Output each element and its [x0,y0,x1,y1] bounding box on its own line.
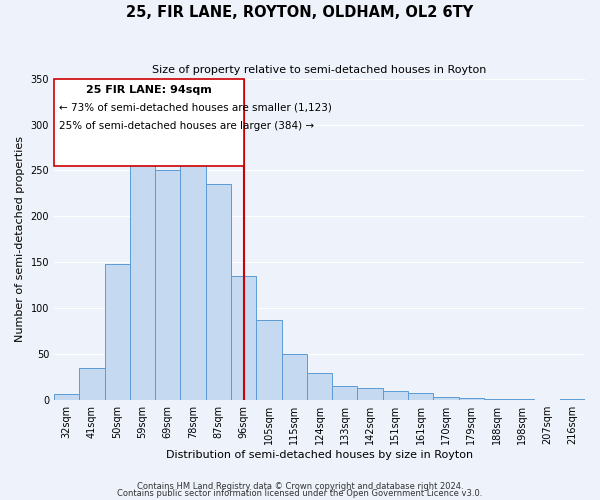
Bar [206,184,231,400]
Bar [104,264,130,400]
Text: 25% of semi-detached houses are larger (384) →: 25% of semi-detached houses are larger (… [59,122,314,132]
Bar [332,386,358,400]
Text: Contains HM Land Registry data © Crown copyright and database right 2024.: Contains HM Land Registry data © Crown c… [137,482,463,491]
X-axis label: Distribution of semi-detached houses by size in Royton: Distribution of semi-detached houses by … [166,450,473,460]
Text: 25, FIR LANE, ROYTON, OLDHAM, OL2 6TY: 25, FIR LANE, ROYTON, OLDHAM, OL2 6TY [127,5,473,20]
Text: Contains public sector information licensed under the Open Government Licence v3: Contains public sector information licen… [118,490,482,498]
Bar [307,372,332,400]
Bar [408,393,433,400]
Bar [231,276,256,400]
Title: Size of property relative to semi-detached houses in Royton: Size of property relative to semi-detach… [152,65,487,75]
Text: 25 FIR LANE: 94sqm: 25 FIR LANE: 94sqm [86,84,212,94]
Bar [433,396,458,400]
Bar [155,170,181,400]
FancyBboxPatch shape [54,78,244,166]
Bar [181,158,206,400]
Text: ← 73% of semi-detached houses are smaller (1,123): ← 73% of semi-detached houses are smalle… [59,103,332,113]
Bar [130,160,155,400]
Bar [79,368,104,400]
Bar [358,388,383,400]
Bar [256,320,281,400]
Bar [458,398,484,400]
Bar [383,391,408,400]
Y-axis label: Number of semi-detached properties: Number of semi-detached properties [15,136,25,342]
Bar [281,354,307,400]
Bar [54,394,79,400]
